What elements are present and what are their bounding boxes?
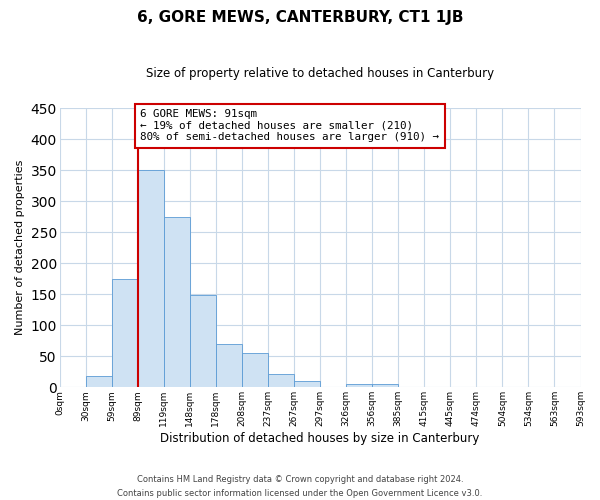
Y-axis label: Number of detached properties: Number of detached properties [15,160,25,336]
Bar [242,353,268,388]
Bar [346,384,372,388]
Bar [164,216,190,388]
Text: Contains HM Land Registry data © Crown copyright and database right 2024.
Contai: Contains HM Land Registry data © Crown c… [118,476,482,498]
X-axis label: Distribution of detached houses by size in Canterbury: Distribution of detached houses by size … [160,432,480,445]
Bar [294,381,320,388]
Bar [268,374,294,388]
Bar [112,278,138,388]
Bar [86,376,112,388]
Bar [216,344,242,388]
Bar [138,170,164,388]
Text: 6, GORE MEWS, CANTERBURY, CT1 1JB: 6, GORE MEWS, CANTERBURY, CT1 1JB [137,10,463,25]
Text: 6 GORE MEWS: 91sqm
← 19% of detached houses are smaller (210)
80% of semi-detach: 6 GORE MEWS: 91sqm ← 19% of detached hou… [140,110,439,142]
Bar [372,384,398,388]
Title: Size of property relative to detached houses in Canterbury: Size of property relative to detached ho… [146,68,494,80]
Bar [190,296,216,388]
Bar [424,386,451,388]
